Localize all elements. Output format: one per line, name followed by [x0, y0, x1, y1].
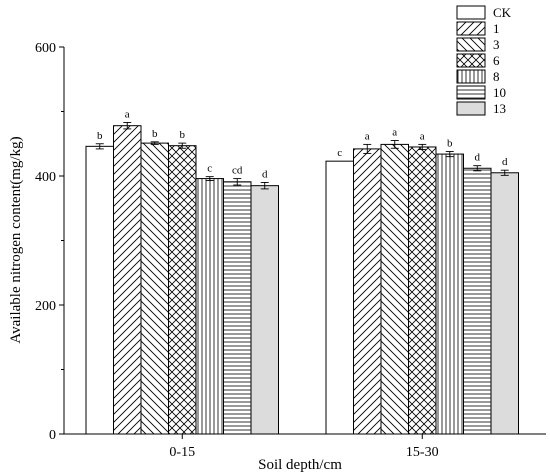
legend-swatch	[456, 53, 486, 68]
bar	[250, 185, 279, 435]
bar	[353, 148, 382, 435]
significance-label: b	[180, 129, 186, 141]
bar	[435, 153, 464, 435]
y-tick-label: 400	[35, 170, 56, 185]
significance-label: b	[97, 130, 103, 142]
significance-label: d	[475, 152, 481, 164]
significance-label: b	[447, 137, 453, 149]
x-tick-label: 15-30	[406, 445, 439, 460]
y-tick-label: 0	[49, 428, 56, 443]
bar	[380, 143, 409, 435]
legend-label: 3	[493, 37, 500, 52]
bar	[463, 167, 492, 435]
legend-swatch	[456, 85, 486, 100]
bar	[113, 125, 142, 435]
significance-label: a	[420, 130, 425, 142]
significance-label: d	[502, 156, 508, 168]
legend-label: 6	[493, 53, 500, 68]
significance-label: c	[207, 163, 212, 175]
x-axis-title: Soil depth/cm	[258, 457, 342, 473]
y-tick-label: 600	[35, 41, 56, 56]
bar	[85, 145, 114, 435]
legend-swatch	[456, 37, 486, 52]
legend-swatch	[456, 5, 486, 20]
bar	[195, 178, 224, 435]
legend-label: 13	[493, 101, 506, 116]
significance-label: a	[125, 108, 130, 120]
legend-swatch	[456, 101, 486, 116]
legend-swatch	[456, 21, 486, 36]
significance-label: cd	[232, 165, 243, 177]
significance-label: d	[262, 168, 268, 180]
bars: b a b b c cd d c a a a b d d	[85, 108, 519, 435]
significance-label: a	[392, 127, 397, 139]
legend-label: 8	[493, 69, 500, 84]
bar	[408, 146, 437, 435]
bar	[223, 181, 252, 435]
y-axis-title: Available nitrogen content(mg/kg)	[8, 136, 24, 343]
y-tick-label: 200	[35, 299, 56, 314]
significance-label: b	[152, 128, 158, 140]
legend-label: CK	[493, 5, 512, 20]
bar	[490, 172, 519, 435]
bar	[140, 142, 169, 435]
significance-label: c	[337, 147, 342, 159]
legend-label: 10	[493, 85, 506, 100]
legend-swatch	[456, 69, 486, 84]
significance-label: a	[365, 130, 370, 142]
bar	[168, 145, 197, 435]
legend-label: 1	[493, 21, 500, 36]
x-tick-label: 0-15	[169, 445, 195, 460]
y-axis: 0 200 400 600	[35, 41, 65, 443]
bar	[325, 160, 354, 435]
